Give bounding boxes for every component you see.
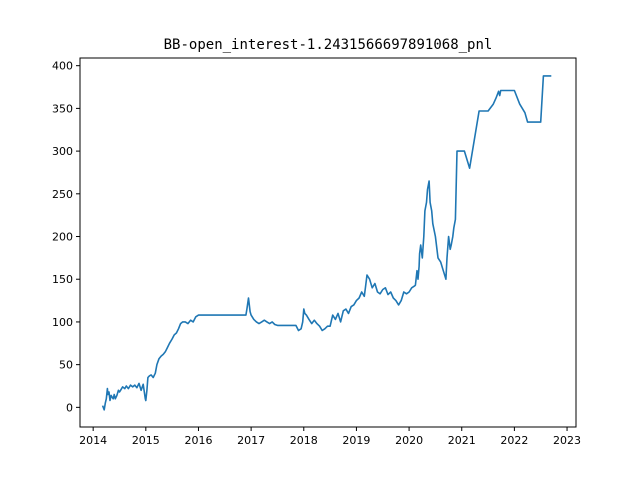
plot-frame: [79, 57, 577, 428]
y-tick-label: 350: [52, 102, 73, 115]
y-tick-label: 150: [52, 273, 73, 286]
x-tick-label: 2020: [395, 434, 423, 447]
y-tick-label: 300: [52, 145, 73, 158]
y-tick-label: 400: [52, 60, 73, 73]
x-tick-label: 2014: [79, 434, 107, 447]
x-tick-label: 2015: [132, 434, 160, 447]
y-axis: 0 50 100 150 200 250 300 350 400: [52, 60, 80, 414]
y-tick-label: 250: [52, 188, 73, 201]
x-tick-label: 2018: [290, 434, 318, 447]
x-axis: 2014 2015 2016 2017 2018 2019 2020 2021 2022 2023: [79, 427, 581, 447]
x-tick-label: 2022: [500, 434, 528, 447]
x-tick-label: 2021: [448, 434, 476, 447]
x-tick-label: 2017: [237, 434, 265, 447]
x-tick-label: 2019: [342, 434, 370, 447]
y-tick-label: 200: [52, 231, 73, 244]
chart-title: BB-open_interest-1.2431566697891068_pnl: [164, 37, 493, 53]
series-line-0: [101, 75, 552, 411]
y-tick-label: 100: [52, 316, 73, 329]
y-tick-label: 0: [66, 401, 73, 414]
plot-area: [101, 75, 552, 411]
y-tick-label: 50: [59, 359, 73, 372]
x-tick-label: 2023: [553, 434, 581, 447]
x-tick-label: 2016: [184, 434, 212, 447]
